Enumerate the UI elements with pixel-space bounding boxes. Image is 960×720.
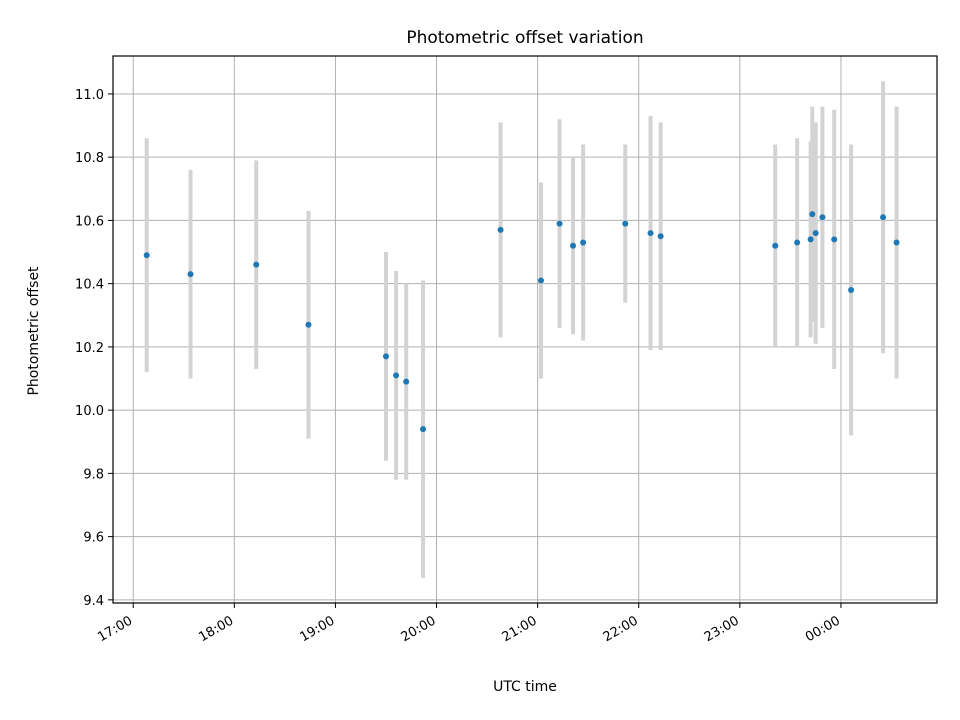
data-point xyxy=(622,220,629,227)
y-axis-ticks: 9.4 9.6 9.8 10.0 10.2 10.4 10.6 10.8 11.0 xyxy=(75,88,113,609)
data-point xyxy=(647,230,654,237)
y-tick-label: 10.6 xyxy=(75,214,104,229)
y-tick-label: 10.0 xyxy=(75,404,104,419)
y-axis-label: Photometric offset xyxy=(26,266,42,396)
data-point xyxy=(382,353,389,360)
y-tick-label: 9.4 xyxy=(83,594,104,609)
data-point xyxy=(893,239,900,246)
data-point xyxy=(420,426,427,433)
chart-title: Photometric offset variation xyxy=(406,28,643,48)
data-point xyxy=(794,239,801,246)
x-axis-label: UTC time xyxy=(493,679,557,695)
data-points xyxy=(143,211,900,433)
y-tick-label: 10.2 xyxy=(75,341,104,356)
data-point xyxy=(812,230,819,237)
grid-lines xyxy=(113,56,937,603)
data-point xyxy=(570,242,577,249)
data-point xyxy=(772,242,779,249)
data-point xyxy=(807,236,814,243)
data-point xyxy=(809,211,816,218)
data-point xyxy=(657,233,664,240)
data-point xyxy=(880,214,887,221)
data-point xyxy=(538,277,545,284)
data-point xyxy=(393,372,400,379)
data-point xyxy=(253,261,260,268)
data-point xyxy=(187,271,194,278)
data-point xyxy=(580,239,587,246)
plot-frame xyxy=(112,55,938,604)
data-point xyxy=(143,252,150,259)
data-point xyxy=(831,236,838,243)
data-point xyxy=(848,286,855,293)
data-point xyxy=(305,321,312,328)
y-tick-label: 9.8 xyxy=(83,467,104,482)
data-point xyxy=(556,220,563,227)
y-tick-label: 11.0 xyxy=(75,88,104,103)
data-point xyxy=(497,226,504,233)
y-tick-label: 10.4 xyxy=(75,278,104,293)
y-tick-label: 10.8 xyxy=(75,151,104,166)
data-point xyxy=(819,214,826,221)
y-tick-label: 9.6 xyxy=(83,531,104,546)
data-point xyxy=(403,378,410,385)
